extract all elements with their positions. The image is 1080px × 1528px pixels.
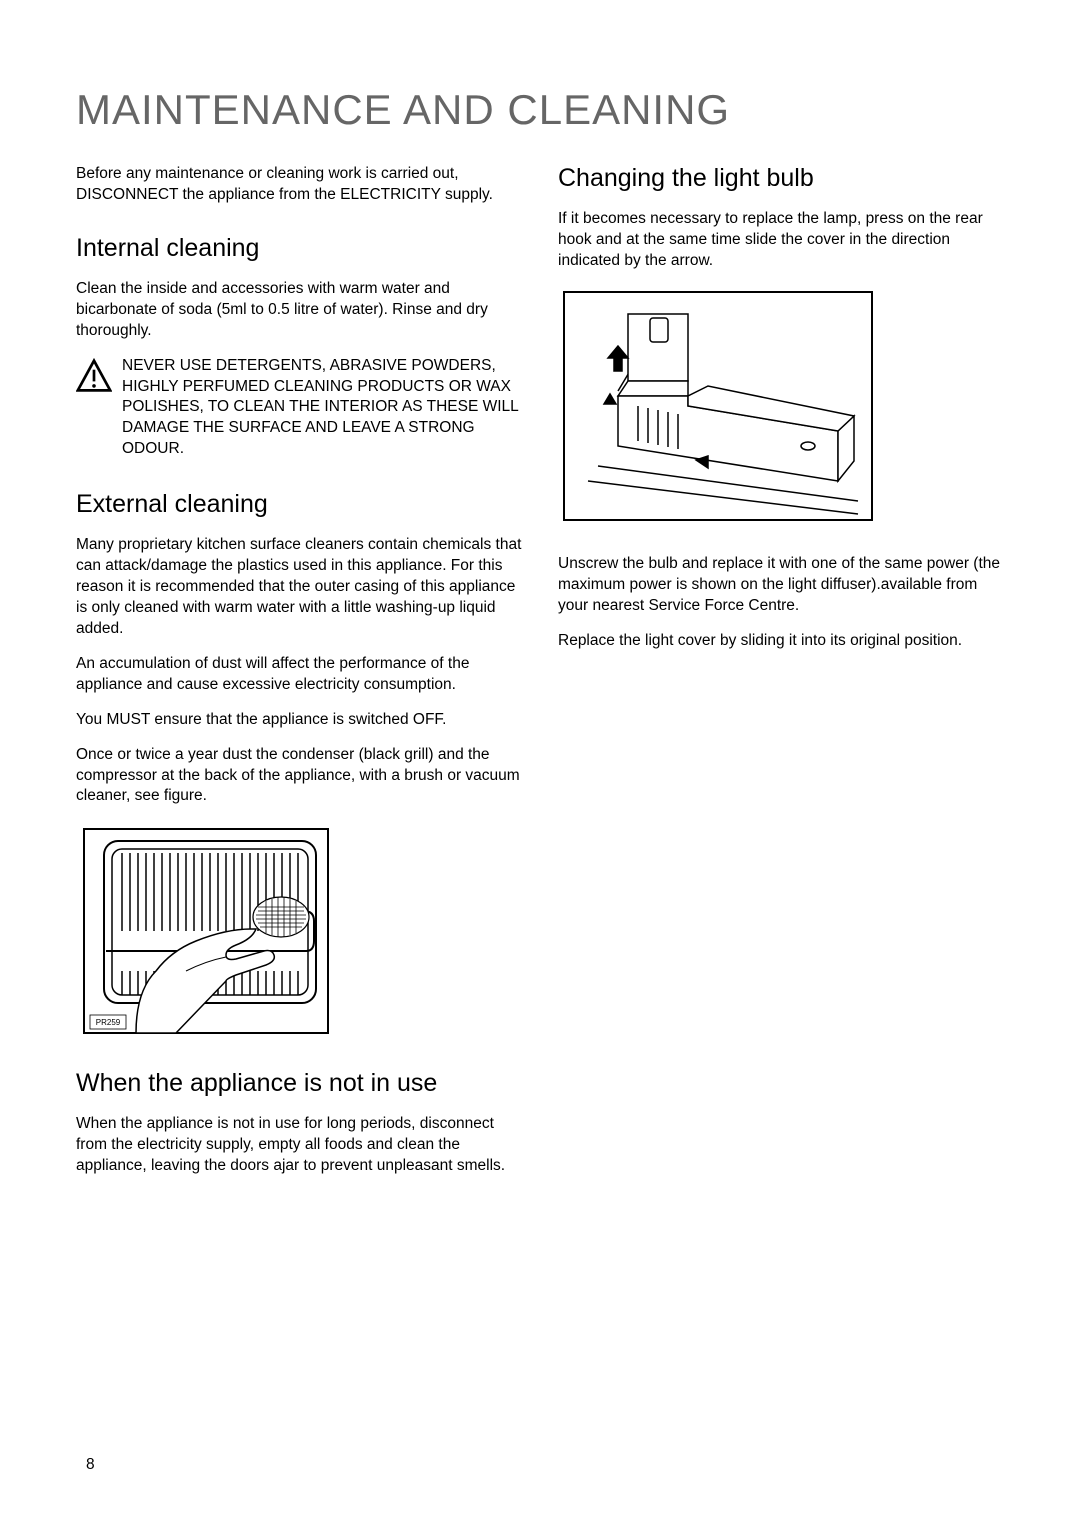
right-column: Changing the light bulb If it becomes ne… — [558, 164, 1004, 1191]
external-cleaning-p1: Many proprietary kitchen surface cleaner… — [76, 535, 522, 640]
external-cleaning-p2: An accumulation of dust will affect the … — [76, 654, 522, 696]
changing-bulb-p1: If it becomes necessary to replace the l… — [558, 209, 1004, 272]
content-columns: Before any maintenance or cleaning work … — [76, 164, 1004, 1191]
changing-bulb-p3: Replace the light cover by sliding it in… — [558, 631, 1004, 652]
external-cleaning-p4: Once or twice a year dust the condenser … — [76, 745, 522, 808]
left-column: Before any maintenance or cleaning work … — [76, 164, 522, 1191]
external-cleaning-heading: External cleaning — [76, 490, 522, 519]
not-in-use-heading: When the appliance is not in use — [76, 1069, 522, 1098]
page-number: 8 — [86, 1456, 95, 1474]
external-cleaning-p3: You MUST ensure that the appliance is sw… — [76, 710, 522, 731]
warning-icon — [76, 358, 112, 394]
warning-block: NEVER USE DETERGENTS, ABRASIVE POWDERS, … — [76, 356, 522, 461]
bulb-figure — [558, 286, 1004, 526]
changing-bulb-p2: Unscrew the bulb and replace it with one… — [558, 554, 1004, 617]
intro-paragraph: Before any maintenance or cleaning work … — [76, 164, 522, 206]
warning-text: NEVER USE DETERGENTS, ABRASIVE POWDERS, … — [122, 356, 522, 461]
internal-cleaning-body: Clean the inside and accessories with wa… — [76, 279, 522, 342]
changing-bulb-heading: Changing the light bulb — [558, 164, 1004, 193]
internal-cleaning-heading: Internal cleaning — [76, 234, 522, 263]
page-title: MAINTENANCE AND CLEANING — [76, 86, 1004, 134]
condenser-figure: PR259 — [76, 821, 522, 1041]
document-page: MAINTENANCE AND CLEANING Before any main… — [0, 0, 1080, 1528]
figure-label-text: PR259 — [96, 1018, 121, 1027]
not-in-use-body: When the appliance is not in use for lon… — [76, 1114, 522, 1177]
